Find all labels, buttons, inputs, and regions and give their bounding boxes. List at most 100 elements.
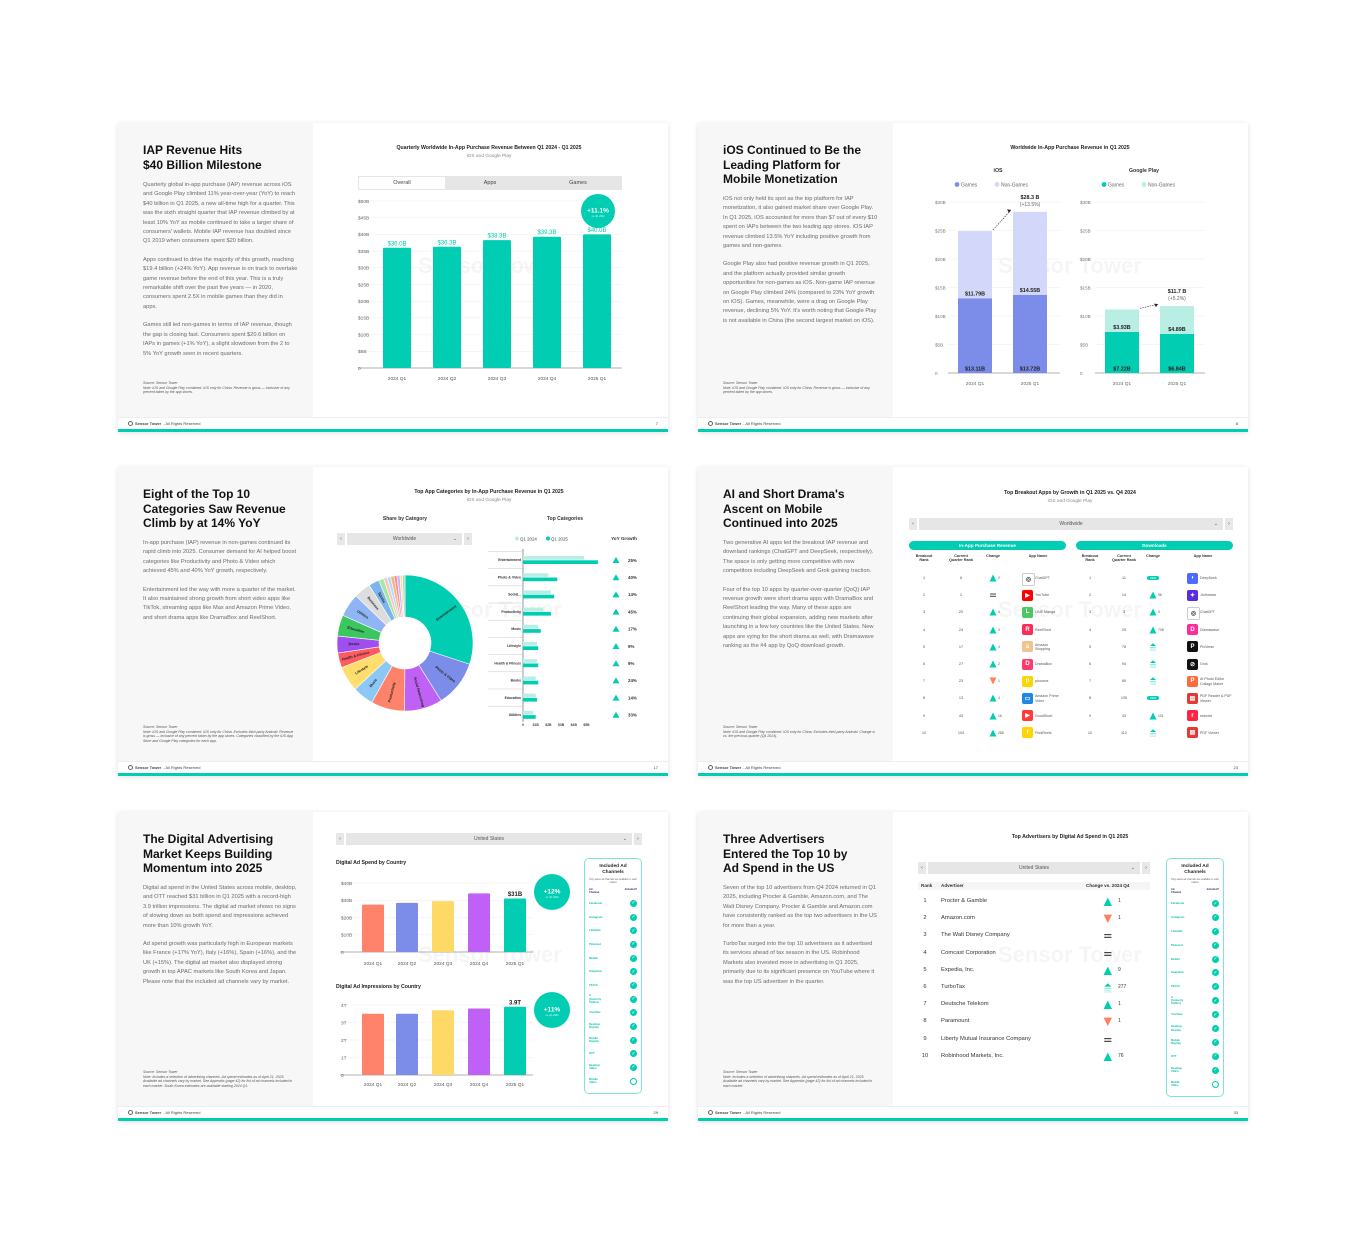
rank-change: 2 (998, 576, 1000, 580)
current-rank: 11 (1122, 576, 1126, 580)
check-circle-icon: ✓ (630, 1050, 637, 1058)
yoy-value: 40% (628, 575, 637, 580)
app-name: Grok (1200, 662, 1208, 666)
channel-name: Mobile Display (589, 1035, 599, 1044)
x-tick-label: 0 (522, 723, 524, 727)
bar-q1-2024 (523, 710, 534, 715)
chart-title: Top Advertisers by Digital Ad Spend in Q… (1012, 834, 1129, 840)
new-entry-icon (1150, 660, 1156, 668)
slice-label: Productivity (387, 682, 396, 703)
current-rank: 89 (1121, 679, 1127, 684)
current-rank: 25 (1121, 627, 1127, 632)
data-label: $31B (508, 892, 523, 898)
bar-q1-2024 (523, 573, 549, 577)
x-tick-label: 2024 Q1 (1113, 381, 1132, 387)
arrow-head-icon (1007, 209, 1011, 213)
growth-badge-value: +11% (544, 1007, 561, 1014)
x-tick-label: $2B (545, 723, 552, 727)
tab-overall[interactable]: Overall (358, 176, 446, 190)
app-icon: ◎ (1022, 572, 1035, 586)
next-arrow-button[interactable]: › (1225, 518, 1233, 530)
included-ad-channels-panel: Included Ad Channels Only select ad chann… (1166, 858, 1224, 1097)
app-name: PixVerse (1200, 644, 1215, 649)
app-name: DramaBox (1035, 662, 1052, 666)
bar (504, 1006, 526, 1075)
current-rank: 78 (1121, 644, 1127, 649)
source-text: Source: Sensor Tower (723, 1070, 758, 1074)
slice-label: Lifestyle (354, 664, 369, 675)
column-header: App Name (1028, 554, 1048, 558)
advertiser-name: Paramount (941, 1018, 970, 1025)
rank-change: 76 (1118, 1052, 1124, 1059)
rights-text: - All Rights Reserved (743, 1110, 781, 1115)
slide-title: AI and Short Drama's Ascent on Mobile Co… (723, 487, 845, 531)
rank-change: 4 (998, 610, 1000, 615)
bar-q1-2024 (523, 624, 539, 629)
bar-segment-games (1013, 294, 1047, 373)
current-rank: 2 (959, 593, 963, 598)
check-circle-icon: ✓ (1212, 1011, 1219, 1019)
y-tick-label: $20B (358, 299, 369, 305)
rank: 2 (923, 915, 927, 922)
empty-circle-icon (630, 1077, 637, 1085)
region-select[interactable]: Worldwide ⌄ (919, 518, 1223, 530)
bar (396, 1013, 418, 1075)
region-select[interactable]: Worldwide ⌄ (347, 533, 462, 545)
yoy-value: 14% (628, 695, 637, 700)
slice-label: Education (347, 626, 365, 634)
advertiser-name: Procter & Gamble (941, 898, 988, 904)
check-circle-icon: ✓ (1212, 1066, 1219, 1074)
legend-label: Non-Games (1001, 183, 1028, 189)
current-rank: 105 (1120, 696, 1128, 701)
x-tick-label: 2024 Q1 (364, 1082, 383, 1088)
up-triangle-icon (612, 643, 620, 649)
bar-segment-games (1105, 331, 1139, 373)
y-tick-label: $30B (358, 266, 369, 272)
new-entry-icon (1150, 677, 1156, 686)
chevron-down-icon: ⌄ (452, 536, 457, 542)
app-icon: L (1022, 606, 1033, 618)
body-paragraph: Two generative AI apps led the breakout … (723, 540, 874, 575)
up-triangle-icon (1103, 897, 1112, 906)
check-circle-icon: ✓ (1212, 913, 1219, 921)
yoy-value: 25% (628, 558, 637, 563)
y-tick-label: 4T (341, 1003, 347, 1009)
next-arrow-button[interactable]: › (1142, 862, 1150, 874)
next-arrow-button[interactable]: › (464, 533, 472, 545)
channel-row: Snapchat ✓ (589, 965, 637, 979)
app-icon: ▤ (1187, 692, 1198, 704)
check-circle-icon: ✓ (1212, 941, 1219, 949)
y-tick-label: 3T (341, 1020, 347, 1026)
tab-apps[interactable]: Apps (446, 176, 534, 190)
app-name: LINE Manga (1035, 610, 1055, 615)
col-change: Change vs. 2024 Q4 (1086, 883, 1130, 888)
region-select[interactable]: United States ⌄ (346, 833, 632, 845)
channel-name: TikTok (589, 982, 598, 987)
up-triangle-icon (1103, 1000, 1112, 1010)
prev-arrow-button[interactable]: ‹ (909, 518, 917, 530)
region-select[interactable]: United States ⌄ (928, 862, 1140, 874)
next-arrow-button[interactable]: › (634, 833, 642, 845)
data-label: $36.3B (437, 240, 456, 246)
up-triangle-icon (612, 694, 620, 701)
bar-q1-2024 (523, 659, 537, 663)
brand-name: Sensor Tower (135, 765, 162, 770)
note-text: Note: iOS and Google Play combined. iOS … (143, 729, 294, 743)
arrow-head-icon (1154, 303, 1158, 308)
x-tick-label: 2024 Q1 (364, 961, 383, 967)
rank-change: 3 (1158, 610, 1160, 615)
breakout-rank: 4 (1088, 627, 1092, 632)
slide-ios-leading-platform: iOS Continued to Be the Leading Platform… (698, 123, 1248, 432)
slide-body: In-app purchase (IAP) revenue in non-gam… (143, 539, 298, 632)
data-label: $40.0B (587, 228, 606, 234)
prev-arrow-button[interactable]: ‹ (336, 833, 344, 845)
prev-arrow-button[interactable]: ‹ (337, 533, 345, 545)
x-tick-label: 2024 Q3 (488, 376, 507, 382)
app-name: ReelShort (1035, 627, 1051, 632)
chevron-down-icon: ⌄ (1130, 865, 1135, 871)
prev-arrow-button[interactable]: ‹ (918, 862, 926, 874)
app-icon: ◗ (1187, 572, 1198, 584)
app-icon: ▤ (1187, 727, 1198, 739)
chart-subtitle: iOS and Google Play (467, 153, 512, 159)
tab-games[interactable]: Games (534, 176, 622, 190)
